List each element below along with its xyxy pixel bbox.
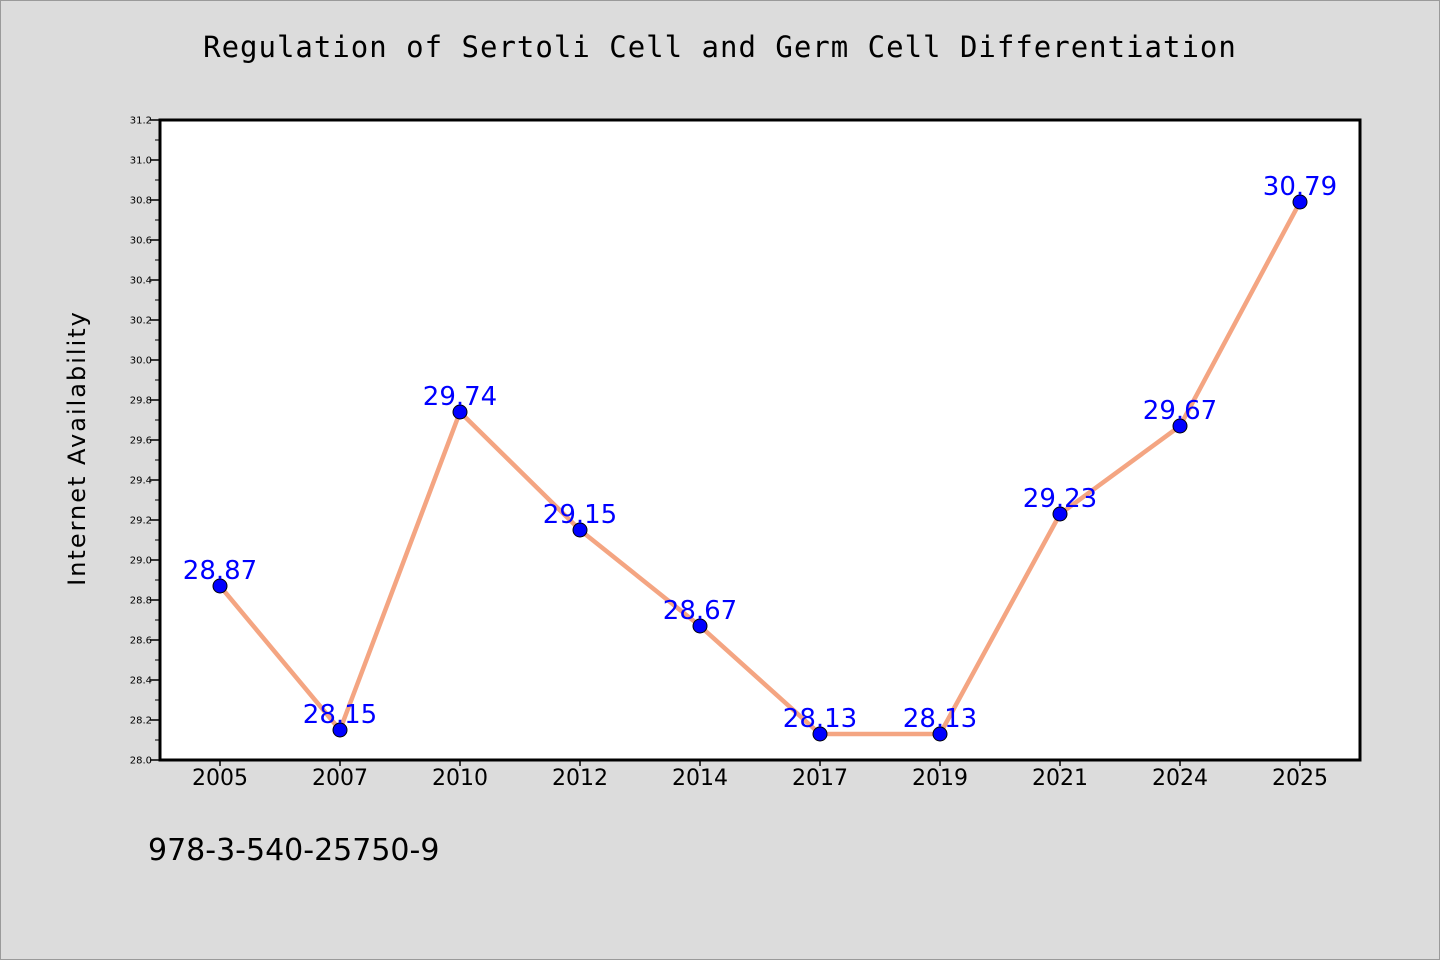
data-label: 28.87 bbox=[183, 556, 257, 586]
y-tick-label: 28.4 bbox=[130, 676, 152, 687]
y-tick-label: 28.0 bbox=[130, 756, 152, 767]
x-tick-label: 2017 bbox=[792, 766, 848, 791]
data-point bbox=[1292, 194, 1308, 210]
y-tick-label: 29.2 bbox=[130, 516, 152, 527]
data-label: 29.67 bbox=[1143, 396, 1217, 426]
data-label: 29.15 bbox=[543, 500, 617, 530]
isbn-text: 978-3-540-25750-9 bbox=[148, 833, 440, 868]
data-point bbox=[1172, 418, 1188, 434]
y-tick-label: 30.8 bbox=[130, 196, 152, 207]
y-tick-label: 30.2 bbox=[130, 316, 152, 327]
x-tick-label: 2012 bbox=[552, 766, 608, 791]
x-tick-label: 2007 bbox=[312, 766, 368, 791]
data-label: 28.13 bbox=[903, 704, 977, 734]
data-point bbox=[812, 726, 828, 742]
data-label: 30.79 bbox=[1263, 172, 1337, 202]
data-label: 28.15 bbox=[303, 700, 377, 730]
x-axis-ticks: 2005 2007 2010 2012 2014 2017 2019 2021 2024 2025 bbox=[192, 760, 1328, 791]
data-point bbox=[692, 618, 708, 634]
data-point bbox=[572, 522, 588, 538]
chart-title: Regulation of Sertoli Cell and Germ Cell… bbox=[203, 30, 1237, 64]
y-tick-label: 28.2 bbox=[130, 716, 152, 727]
plot-area bbox=[160, 120, 1360, 760]
x-tick-label: 2025 bbox=[1272, 766, 1328, 791]
data-label: 28.13 bbox=[783, 704, 857, 734]
x-tick-label: 2010 bbox=[432, 766, 488, 791]
x-tick-label: 2005 bbox=[192, 766, 248, 791]
x-tick-label: 2019 bbox=[912, 766, 968, 791]
y-tick-label: 31.2 bbox=[130, 116, 152, 127]
y-tick-label: 29.4 bbox=[130, 476, 152, 487]
data-point bbox=[212, 578, 228, 594]
y-tick-label: 29.8 bbox=[130, 396, 152, 407]
y-tick-label: 28.6 bbox=[130, 636, 152, 647]
data-point bbox=[1052, 506, 1068, 522]
data-label: 28.67 bbox=[663, 596, 737, 626]
x-tick-label: 2014 bbox=[672, 766, 728, 791]
y-tick-label: 29.0 bbox=[130, 556, 152, 567]
y-axis-ticks: 28.0 28.2 28.4 28.6 28.8 29.0 29.2 29.4 29.6 29.8… bbox=[130, 116, 160, 767]
y-tick-label: 30.0 bbox=[130, 356, 152, 367]
y-axis-label: Internet Availability bbox=[63, 310, 91, 586]
data-point bbox=[932, 726, 948, 742]
plot-border bbox=[158, 118, 1362, 762]
x-tick-label: 2021 bbox=[1032, 766, 1088, 791]
y-tick-label: 29.6 bbox=[130, 436, 152, 447]
data-label: 29.74 bbox=[423, 382, 497, 412]
data-label: 29.23 bbox=[1023, 484, 1097, 514]
y-tick-label: 30.4 bbox=[130, 276, 152, 287]
data-point bbox=[452, 404, 468, 420]
data-point bbox=[332, 722, 348, 738]
y-tick-label: 28.8 bbox=[130, 596, 152, 607]
y-tick-label: 30.6 bbox=[130, 236, 152, 247]
series-line bbox=[217, 199, 1303, 737]
series-group: 28.87 28.15 29.74 29.15 28.67 28.13 28.13 29.23… bbox=[183, 172, 1337, 742]
y-tick-label: 31.0 bbox=[130, 156, 152, 167]
x-tick-label: 2024 bbox=[1152, 766, 1208, 791]
